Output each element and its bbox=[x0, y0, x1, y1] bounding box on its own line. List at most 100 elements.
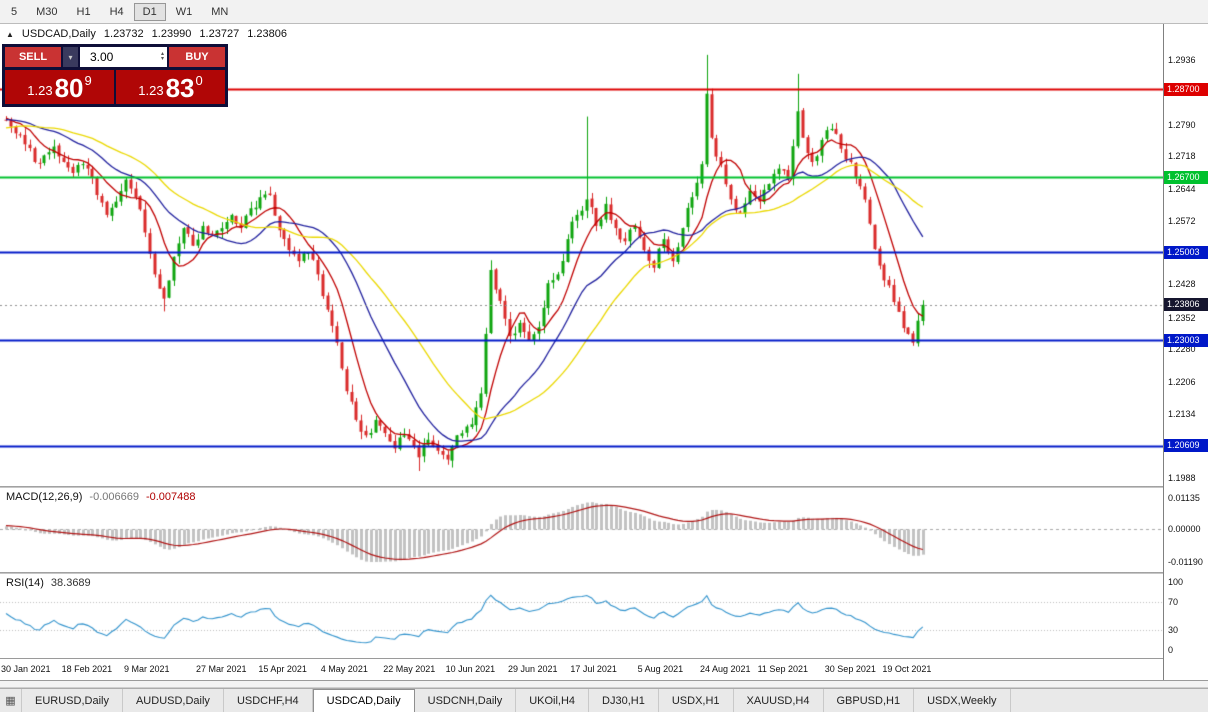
sell-price-main: 1.23 bbox=[27, 83, 53, 98]
date-label: 29 Jun 2021 bbox=[508, 664, 558, 674]
macd-main-value: -0.006669 bbox=[89, 491, 139, 503]
timeframe-5[interactable]: 5 bbox=[11, 5, 18, 18]
timeframe-h4[interactable]: H4 bbox=[109, 5, 124, 18]
rsi-name: RSI(14) bbox=[6, 577, 44, 589]
date-label: 22 May 2021 bbox=[383, 664, 436, 674]
buy-price-display[interactable]: 1.23 83 0 bbox=[116, 70, 225, 104]
collapse-icon[interactable]: ▲ bbox=[6, 29, 14, 39]
rsi-axis-label: 0 bbox=[1168, 645, 1174, 655]
rsi-panel[interactable]: RSI(14) 38.3689 bbox=[0, 574, 1163, 658]
timeframe-mn[interactable]: MN bbox=[211, 5, 229, 18]
chart-tab-usdx[interactable]: USDX,Weekly bbox=[914, 689, 1011, 712]
date-label: 30 Sep 2021 bbox=[824, 664, 876, 674]
timeframe-w1[interactable]: W1 bbox=[175, 5, 193, 18]
chart-tab-dj30[interactable]: DJ30,H1 bbox=[589, 689, 659, 712]
spinner-down-icon[interactable]: ▾ bbox=[160, 56, 164, 62]
date-label: 15 Apr 2021 bbox=[258, 664, 307, 674]
chart-tab-ukoil[interactable]: UKOil,H4 bbox=[516, 689, 590, 712]
price-tick: 1.2718 bbox=[1168, 151, 1196, 162]
timeframe-bar: 5 M30 H1 H4 D1 W1 MN bbox=[2, 2, 238, 21]
price-chart-panel[interactable]: ▲ USDCAD,Daily 1.23732 1.23990 1.23727 1… bbox=[0, 24, 1163, 486]
price-axis[interactable]: 1.2936 1.2790 1.2718 1.2644 1.2572 1.2428 1.23… bbox=[1163, 24, 1208, 680]
price-tick: 1.2790 bbox=[1168, 119, 1196, 130]
time-axis-separator bbox=[0, 658, 1208, 659]
chart-list-icon[interactable]: ▦ bbox=[0, 689, 22, 712]
price-tick: 1.2134 bbox=[1168, 408, 1196, 419]
timeframe-h1[interactable]: H1 bbox=[76, 5, 91, 18]
buy-price-pips: 83 bbox=[165, 73, 195, 103]
price-level-tag: 1.26700 bbox=[1164, 170, 1208, 184]
price-tick: 1.2644 bbox=[1168, 183, 1196, 194]
rsi-axis-label: 100 bbox=[1168, 577, 1184, 587]
price-tick: 1.2280 bbox=[1168, 344, 1196, 355]
date-label: 30 Jan 2021 bbox=[1, 664, 51, 674]
rsi-label: RSI(14) 38.3689 bbox=[6, 577, 91, 589]
price-tick: 1.2572 bbox=[1168, 215, 1196, 226]
macd-panel[interactable]: MACD(12,26,9) -0.006669 -0.007488 bbox=[0, 488, 1163, 572]
sell-price-display[interactable]: 1.23 80 9 bbox=[5, 70, 114, 104]
date-label: 9 Mar 2021 bbox=[124, 664, 170, 674]
rsi-value: 38.3689 bbox=[50, 577, 91, 589]
macd-label: MACD(12,26,9) -0.006669 -0.007488 bbox=[6, 491, 196, 503]
chart-title: ▲ USDCAD,Daily 1.23732 1.23990 1.23727 1… bbox=[6, 28, 287, 40]
date-label: 27 Mar 2021 bbox=[196, 664, 247, 674]
buy-price-point: 0 bbox=[195, 73, 203, 88]
chart-symbol: USDCAD,Daily bbox=[21, 28, 96, 40]
ohlc-low: 1.23727 bbox=[199, 28, 240, 40]
buy-price-main: 1.23 bbox=[138, 83, 164, 98]
chart-tab-eurusd[interactable]: EURUSD,Daily bbox=[22, 689, 123, 712]
ohlc-close: 1.23806 bbox=[247, 28, 287, 40]
volume-input[interactable]: 3.00 ▴ ▾ bbox=[80, 47, 167, 67]
volume-dropdown-button[interactable]: ▾ bbox=[63, 47, 78, 67]
date-label: 19 Oct 2021 bbox=[882, 664, 932, 674]
panel-separator-rsi[interactable] bbox=[0, 572, 1208, 574]
volume-spinner[interactable]: ▴ ▾ bbox=[160, 51, 164, 62]
timeframe-m30[interactable]: M30 bbox=[36, 5, 58, 18]
date-label: 11 Sep 2021 bbox=[757, 664, 808, 674]
date-label: 10 Jun 2021 bbox=[445, 664, 496, 674]
macd-axis-label: 0.01135 bbox=[1168, 493, 1200, 503]
panel-separator-macd[interactable] bbox=[0, 486, 1208, 488]
price-tick: 1.2206 bbox=[1168, 376, 1196, 387]
date-label: 5 Aug 2021 bbox=[637, 664, 684, 674]
rsi-canvas[interactable] bbox=[0, 574, 1163, 658]
current-price-tag: 1.23806 bbox=[1164, 298, 1208, 312]
date-label: 4 May 2021 bbox=[320, 664, 368, 674]
sell-button[interactable]: SELL bbox=[5, 47, 61, 67]
price-tick: 1.2352 bbox=[1168, 312, 1196, 323]
h-scrollbar[interactable] bbox=[0, 681, 1208, 688]
macd-signal-value: -0.007488 bbox=[145, 491, 196, 503]
sell-price-pips: 80 bbox=[54, 73, 84, 103]
price-level-tag: 1.28700 bbox=[1164, 82, 1208, 96]
chart-tab-usdx[interactable]: USDX,H1 bbox=[659, 689, 734, 712]
timeframe-toolbar: 5 M30 H1 H4 D1 W1 MN bbox=[0, 0, 1208, 24]
chart-tab-usdcnh[interactable]: USDCNH,Daily bbox=[415, 689, 517, 712]
date-label: 17 Jul 2021 bbox=[570, 664, 617, 674]
chart-tab-usdchf[interactable]: USDCHF,H4 bbox=[224, 689, 313, 712]
macd-axis-label: -0.01190 bbox=[1168, 557, 1203, 567]
price-tick: 1.2936 bbox=[1168, 55, 1196, 66]
chart-tab-xauusd[interactable]: XAUUSD,H4 bbox=[734, 689, 824, 712]
chart-tab-gbpusd[interactable]: GBPUSD,H1 bbox=[824, 689, 915, 712]
rsi-axis-label: 70 bbox=[1168, 597, 1179, 608]
chart-tab-audusd[interactable]: AUDUSD,Daily bbox=[123, 689, 224, 712]
price-tick: 1.2428 bbox=[1168, 279, 1196, 290]
price-level-tag: 1.23003 bbox=[1164, 333, 1208, 347]
spinner-up-icon[interactable]: ▴ bbox=[160, 51, 164, 57]
one-click-trade-panel: SELL ▾ 3.00 ▴ ▾ BUY 1.23 80 9 1.23 83 0 bbox=[2, 44, 228, 107]
price-tick: 1.1988 bbox=[1168, 473, 1196, 484]
date-label: 18 Feb 2021 bbox=[61, 664, 113, 674]
ohlc-open: 1.23732 bbox=[103, 28, 144, 40]
buy-button[interactable]: BUY bbox=[169, 47, 225, 67]
ohlc-high: 1.23990 bbox=[151, 28, 192, 40]
chart-tab-usdcad[interactable]: USDCAD,Daily bbox=[312, 689, 415, 712]
rsi-axis-label: 30 bbox=[1168, 624, 1179, 635]
macd-axis-label: 0.00000 bbox=[1168, 524, 1201, 535]
volume-value: 3.00 bbox=[90, 50, 114, 64]
macd-canvas[interactable] bbox=[0, 488, 1163, 572]
timeframe-d1[interactable]: D1 bbox=[133, 2, 166, 21]
time-axis[interactable]: 30 Jan 2021 18 Feb 2021 9 Mar 2021 27 Mar 2… bbox=[0, 659, 1163, 680]
price-level-tag: 1.20609 bbox=[1164, 439, 1208, 453]
sell-price-point: 9 bbox=[84, 73, 92, 88]
